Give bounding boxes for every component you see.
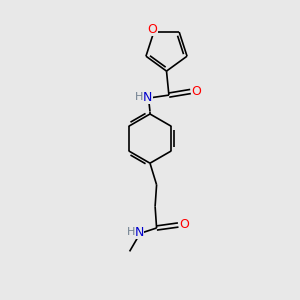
Text: H: H (135, 92, 144, 102)
Text: O: O (179, 218, 189, 232)
Text: O: O (192, 85, 201, 98)
Text: N: N (143, 91, 153, 104)
Text: H: H (127, 227, 135, 237)
Text: N: N (135, 226, 144, 239)
Text: O: O (148, 23, 158, 36)
